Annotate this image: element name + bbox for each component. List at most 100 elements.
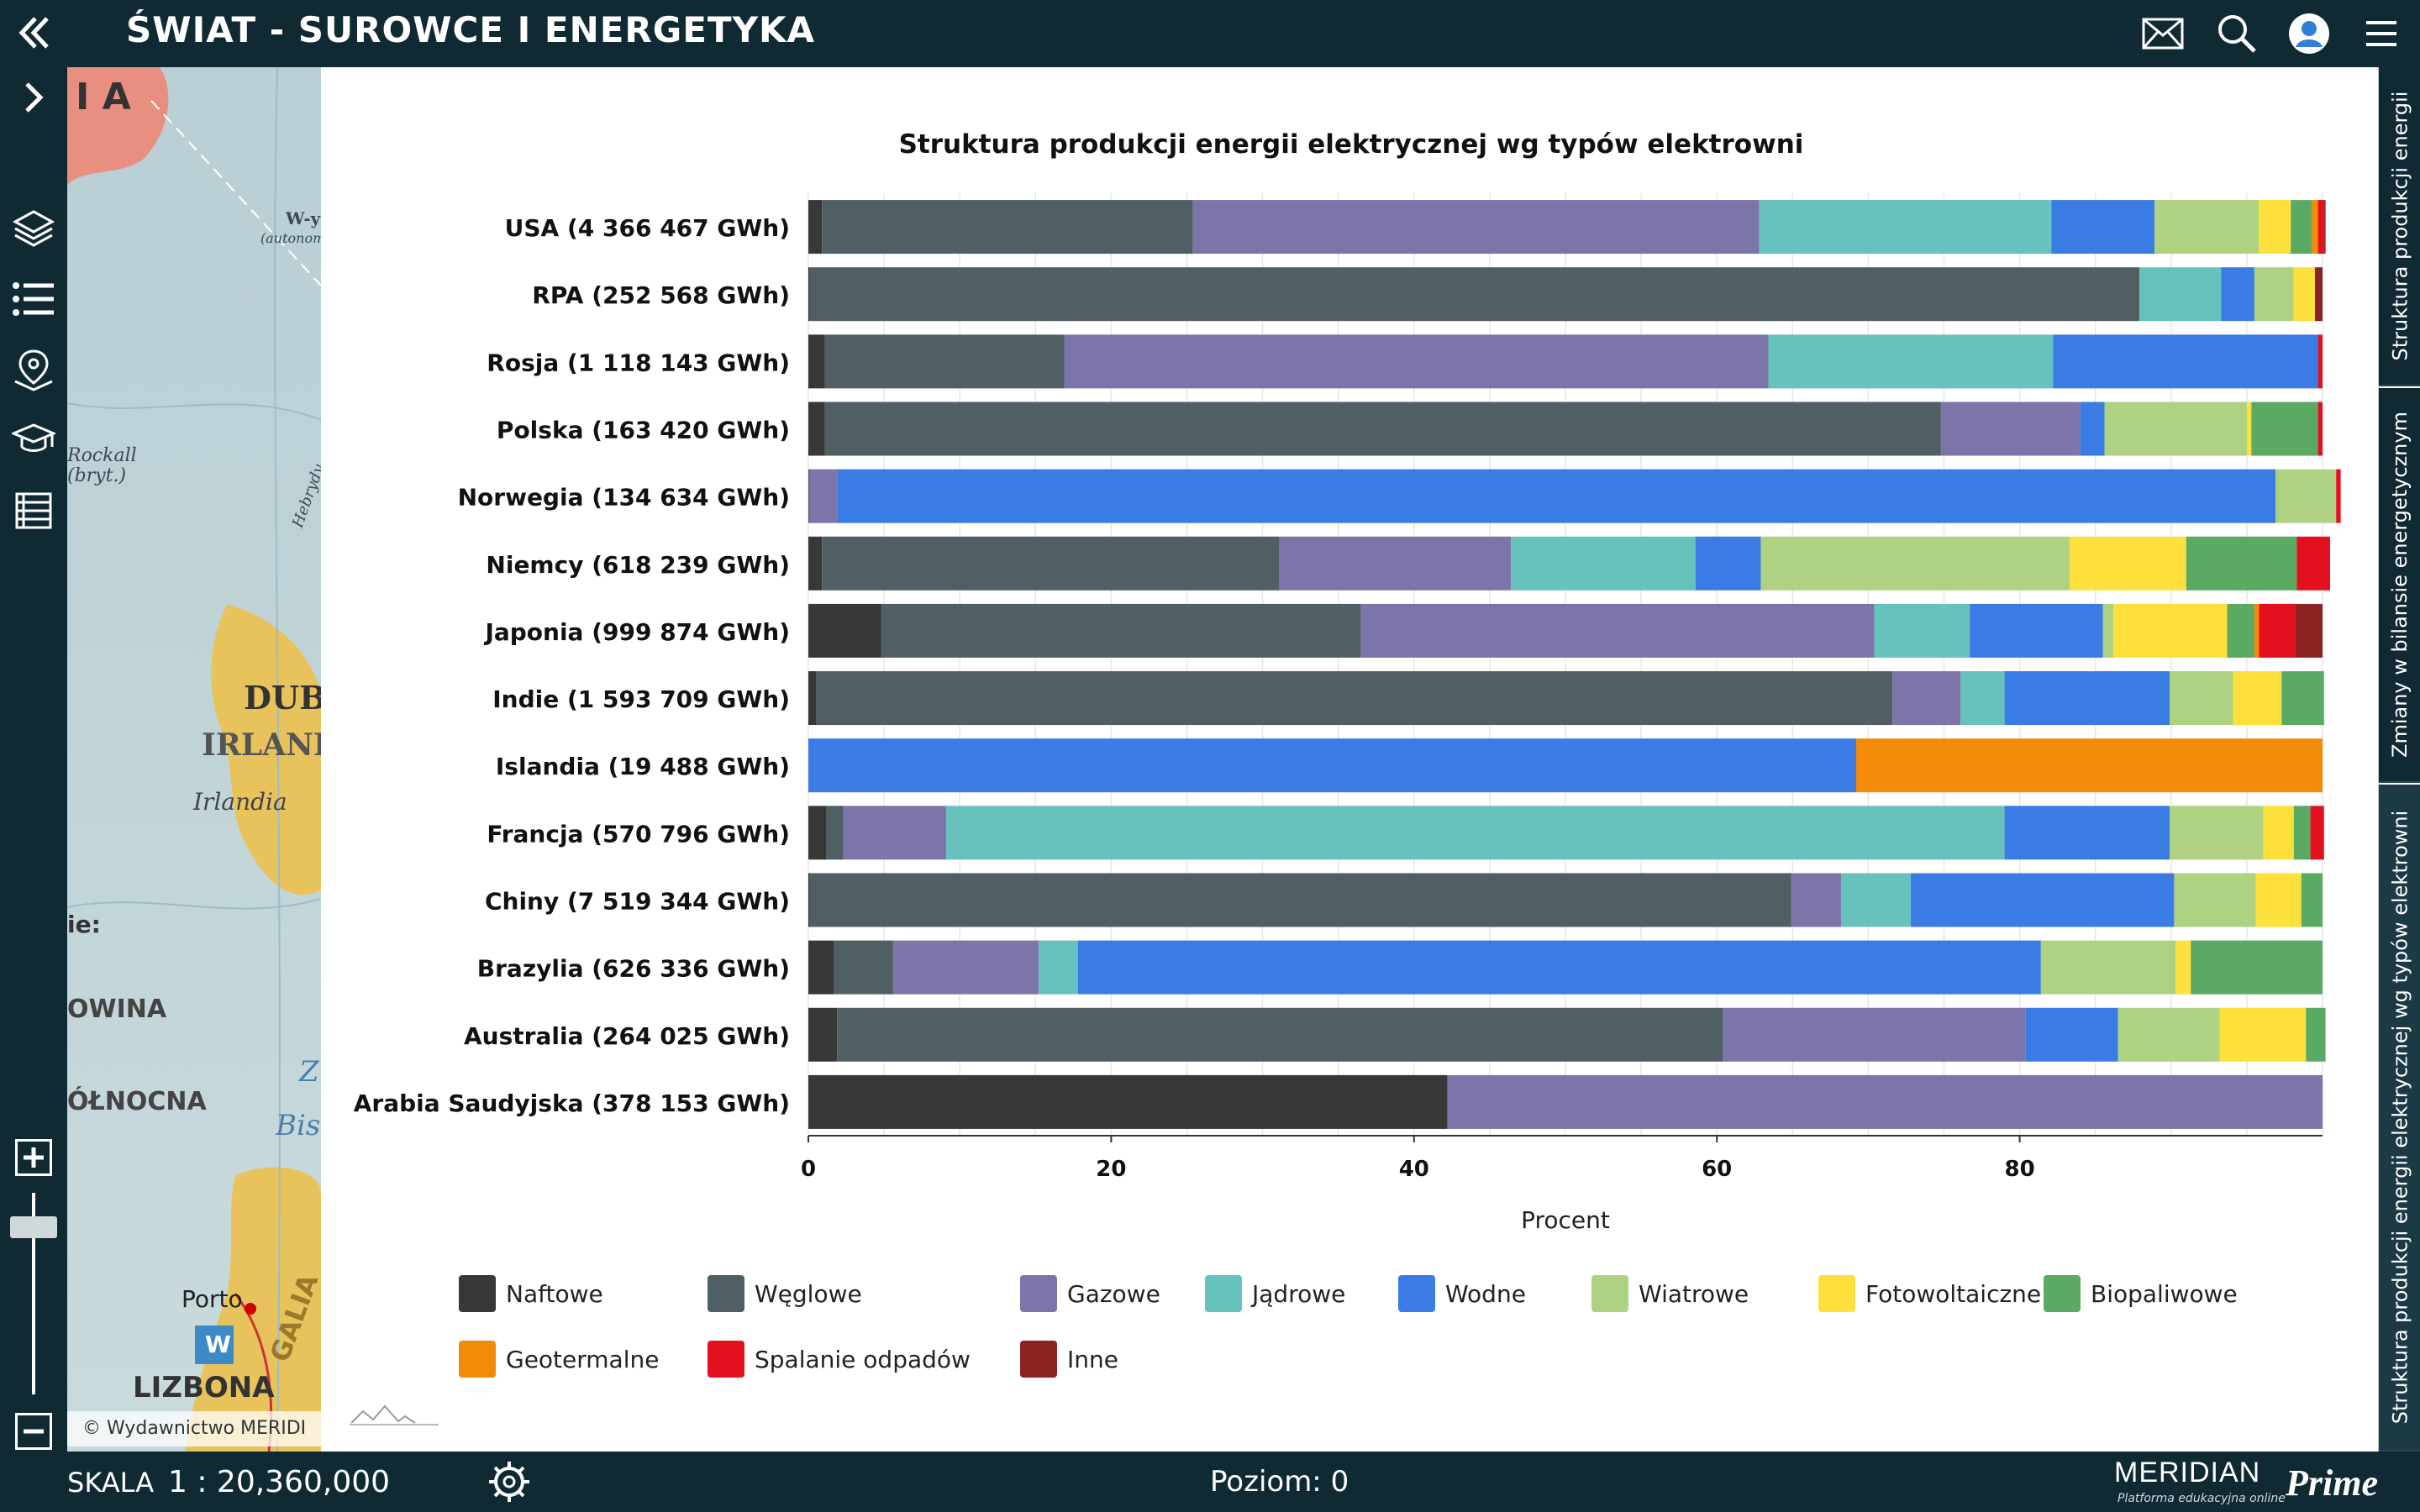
tab-energy-structure[interactable]: Struktura produkcji energii <box>2379 67 2420 386</box>
bar-segment[interactable]: Niemcy (618 239 GWh) — Jądrowe: 12.2% <box>1511 536 1696 591</box>
bar-segment[interactable]: USA (4 366 467 GWh) — Wodne: 6.8% <box>2051 200 2154 255</box>
legend-button[interactable] <box>7 272 60 326</box>
bar-segment[interactable]: USA (4 366 467 GWh) — Jądrowe: 19.3% <box>1759 200 2052 255</box>
bar-segment[interactable]: Brazylia (626 336 GWh) — Węglowe: 3.9% <box>834 940 893 995</box>
legend-item[interactable]: Spalanie odpadów <box>708 1341 971 1378</box>
bar-segment[interactable]: Chiny (7 519 344 GWh) — Jądrowe: 4.6% <box>1840 873 1911 927</box>
bar-segment[interactable]: Niemcy (618 239 GWh) — Wiatrowe: 20.4% <box>1760 536 2070 591</box>
layers-button[interactable] <box>7 202 60 255</box>
bar-segment[interactable]: USA (4 366 467 GWh) — Spalanie odpadów: … <box>2317 200 2324 255</box>
bar-segment[interactable]: Chiny (7 519 344 GWh) — Węglowe: 64.8% <box>809 873 1791 927</box>
bar-segment[interactable]: Indie (1 593 709 GWh) — Wodne: 10.9% <box>2004 671 2170 726</box>
zoom-in-button[interactable] <box>15 1139 52 1176</box>
table-button[interactable] <box>7 484 60 538</box>
bar-segment[interactable]: Brazylia (626 336 GWh) — Gazowe: 9.6% <box>892 940 1039 995</box>
bar-segment[interactable]: Polska (163 420 GWh) — Wodne: 1.6% <box>2080 402 2105 456</box>
bar-segment[interactable]: Chiny (7 519 344 GWh) — Wodne: 17.4% <box>1910 873 2175 927</box>
bar-segment[interactable]: USA (4 366 467 GWh) — Inne: 0.1% <box>2323 200 2326 255</box>
user-button[interactable] <box>2284 8 2334 59</box>
bar-segment[interactable]: Brazylia (626 336 GWh) — Biopaliwowe: 8.… <box>2191 940 2323 995</box>
tab-energy-balance[interactable]: Zmiany w bilansie energetycznym <box>2379 388 2420 783</box>
bar-segment[interactable]: Rosja (1 118 143 GWh) — Jądrowe: 18.8% <box>1768 334 2054 389</box>
bar-segment[interactable]: Arabia Saudyjska (378 153 GWh) — Gazowe:… <box>1447 1074 2323 1129</box>
bar-segment[interactable]: Japonia (999 874 GWh) — Biopaliwowe: 1.8… <box>2227 603 2254 658</box>
bar-segment[interactable]: Niemcy (618 239 GWh) — Biopaliwowe: 7.3% <box>2186 536 2297 591</box>
bar-segment[interactable]: RPA (252 568 GWh) — Węglowe: 87.8% <box>809 267 2139 322</box>
legend-item[interactable]: Wodne <box>1398 1275 1526 1312</box>
bar-segment[interactable]: Chiny (7 519 344 GWh) — Biopaliwowe: 1.4… <box>2301 873 2323 927</box>
bar-segment[interactable]: Francja (570 796 GWh) — Gazowe: 6.8% <box>843 806 946 860</box>
bar-segment[interactable]: Rosja (1 118 143 GWh) — Spalanie odpadów… <box>2317 334 2323 389</box>
bar-segment[interactable]: Francja (570 796 GWh) — Spalanie odpadów… <box>2310 806 2324 860</box>
bar-segment[interactable]: Islandia (19 488 GWh) — Geotermalne: 30.… <box>1855 738 2323 793</box>
bar-segment[interactable]: Norwegia (134 634 GWh) — Gazowe: 1.8% <box>809 469 838 523</box>
search-button[interactable] <box>2212 8 2262 59</box>
bar-segment[interactable]: RPA (252 568 GWh) — Inne: 0.5% <box>2314 267 2323 322</box>
bar-segment[interactable]: USA (4 366 467 GWh) — Geotermalne: 0.4% <box>2312 200 2318 255</box>
bar-segment[interactable]: Japonia (999 874 GWh) — Inne: 1.8% <box>2295 603 2323 658</box>
bar-segment[interactable]: Francja (570 796 GWh) — Biopaliwowe: 1.1… <box>2293 806 2311 860</box>
bar-segment[interactable]: USA (4 366 467 GWh) — Biopaliwowe: 1.4% <box>2291 200 2312 255</box>
bar-segment[interactable]: RPA (252 568 GWh) — Fotowoltaiczne: 1.4% <box>2293 267 2315 322</box>
bar-segment[interactable]: USA (4 366 467 GWh) — Fotowoltaiczne: 2.… <box>2259 200 2291 255</box>
bar-segment[interactable]: Australia (264 025 GWh) — Naftowe: 1.9% <box>808 1007 838 1062</box>
bar-segment[interactable]: USA (4 366 467 GWh) — Węglowe: 24.5% <box>822 200 1193 255</box>
bar-segment[interactable]: Indie (1 593 709 GWh) — Gazowe: 4.5% <box>1892 671 1961 726</box>
bar-segment[interactable]: Francja (570 796 GWh) — Fotowoltaiczne: … <box>2263 806 2294 860</box>
bar-segment[interactable]: Rosja (1 118 143 GWh) — Naftowe: 1.1% <box>808 334 825 389</box>
bar-segment[interactable]: Japonia (999 874 GWh) — Wodne: 8.8% <box>1970 603 2103 658</box>
bar-segment[interactable]: Norwegia (134 634 GWh) — Wodne: 95% <box>837 469 2276 523</box>
zoom-out-button[interactable] <box>15 1413 52 1450</box>
map-view[interactable]: I A W-y (autonom. Rockall (bryt.) Hebryd… <box>67 67 321 1452</box>
bar-segment[interactable]: Niemcy (618 239 GWh) — Spalanie odpadów:… <box>2296 536 2331 591</box>
tab-electricity-structure[interactable]: Struktura produkcji energii elektrycznej… <box>2379 785 2420 1452</box>
legend-item[interactable]: Jądrowe <box>1205 1275 1345 1312</box>
bar-segment[interactable]: RPA (252 568 GWh) — Wodne: 2.2% <box>2221 267 2254 322</box>
bar-segment[interactable]: Indie (1 593 709 GWh) — Węglowe: 71.1% <box>816 671 1893 726</box>
bar-segment[interactable]: Japonia (999 874 GWh) — Naftowe: 4.8% <box>808 603 881 658</box>
zoom-slider-track[interactable] <box>32 1193 35 1394</box>
bar-segment[interactable]: Islandia (19 488 GWh) — Wodne: 69.2% <box>808 738 1856 793</box>
bar-segment[interactable]: RPA (252 568 GWh) — Naftowe: 0.1% <box>808 267 810 322</box>
map-pin-button[interactable] <box>7 343 60 396</box>
bar-segment[interactable]: Francja (570 796 GWh) — Wiatrowe: 6.2% <box>2169 806 2264 860</box>
bar-segment[interactable]: Japonia (999 874 GWh) — Jądrowe: 6.3% <box>1874 603 1970 658</box>
bar-segment[interactable]: Polska (163 420 GWh) — Spalanie odpadów:… <box>2317 402 2323 456</box>
bar-segment[interactable]: Chiny (7 519 344 GWh) — Fotowoltaiczne: … <box>2255 873 2302 927</box>
bar-segment[interactable]: Indie (1 593 709 GWh) — Naftowe: 0.5% <box>808 671 817 726</box>
bar-segment[interactable]: Japonia (999 874 GWh) — Węglowe: 31.7% <box>881 603 1361 658</box>
bar-segment[interactable]: Brazylia (626 336 GWh) — Naftowe: 1.7% <box>808 940 834 995</box>
bar-segment[interactable]: Indie (1 593 709 GWh) — Wiatrowe: 4.2% <box>2169 671 2233 726</box>
bar-segment[interactable]: Australia (264 025 GWh) — Fotowoltaiczne… <box>2219 1007 2307 1062</box>
bar-segment[interactable]: Rosja (1 118 143 GWh) — Węglowe: 15.8% <box>824 334 1065 389</box>
bar-segment[interactable]: Niemcy (618 239 GWh) — Gazowe: 15.3% <box>1279 536 1512 591</box>
bar-segment[interactable]: Australia (264 025 GWh) — Biopaliwowe: 1… <box>2306 1007 2326 1062</box>
legend-item[interactable]: Gazowe <box>1020 1275 1160 1312</box>
bar-segment[interactable]: RPA (252 568 GWh) — Jądrowe: 5.4% <box>2139 267 2222 322</box>
legend-item[interactable]: Fotowoltaiczne <box>1818 1275 2041 1312</box>
bar-segment[interactable]: Japonia (999 874 GWh) — Gazowe: 33.9% <box>1360 603 1875 658</box>
bar-segment[interactable]: Brazylia (626 336 GWh) — Wodne: 63.6% <box>1077 940 2041 995</box>
bar-segment[interactable]: Japonia (999 874 GWh) — Geotermalne: 0.3… <box>2254 603 2260 658</box>
bar-segment[interactable]: Australia (264 025 GWh) — Wodne: 6.1% <box>2025 1007 2118 1062</box>
bar-segment[interactable]: Francja (570 796 GWh) — Węglowe: 1.1% <box>826 806 844 860</box>
bar-segment[interactable]: Niemcy (618 239 GWh) — Fotowoltaiczne: 7… <box>2070 536 2186 591</box>
bar-segment[interactable]: Polska (163 420 GWh) — Biopaliwowe: 4.4% <box>2251 402 2318 456</box>
back-button[interactable] <box>8 7 60 59</box>
bar-segment[interactable]: Japonia (999 874 GWh) — Fotowoltaiczne: … <box>2113 603 2228 658</box>
bar-segment[interactable]: Indie (1 593 709 GWh) — Jądrowe: 2.9% <box>1960 671 2005 726</box>
legend-item[interactable]: Geotermalne <box>459 1341 659 1378</box>
bar-segment[interactable]: Polska (163 420 GWh) — Gazowe: 9.2% <box>1940 402 2081 456</box>
bar-segment[interactable]: USA (4 366 467 GWh) — Gazowe: 37.4% <box>1192 200 1760 255</box>
bar-segment[interactable]: USA (4 366 467 GWh) — Wiatrowe: 6.9% <box>2154 200 2260 255</box>
bar-segment[interactable]: Chiny (7 519 344 GWh) — Wiatrowe: 5.4% <box>2174 873 2256 927</box>
mail-button[interactable] <box>2138 8 2188 59</box>
bar-segment[interactable]: Indie (1 593 709 GWh) — Biopaliwowe: 2.8… <box>2281 671 2324 726</box>
bar-segment[interactable]: Francja (570 796 GWh) — Naftowe: 1.2% <box>808 806 827 860</box>
bar-segment[interactable]: Japonia (999 874 GWh) — Wiatrowe: 0.7% <box>2102 603 2114 658</box>
bar-segment[interactable]: Brazylia (626 336 GWh) — Jądrowe: 2.6% <box>1038 940 1078 995</box>
bar-segment[interactable]: Polska (163 420 GWh) — Węglowe: 73.7% <box>824 402 1941 456</box>
education-button[interactable] <box>7 413 60 467</box>
bar-segment[interactable]: Japonia (999 874 GWh) — Spalanie odpadów… <box>2259 603 2296 658</box>
bar-segment[interactable]: Brazylia (626 336 GWh) — Fotowoltaiczne:… <box>2175 940 2191 995</box>
